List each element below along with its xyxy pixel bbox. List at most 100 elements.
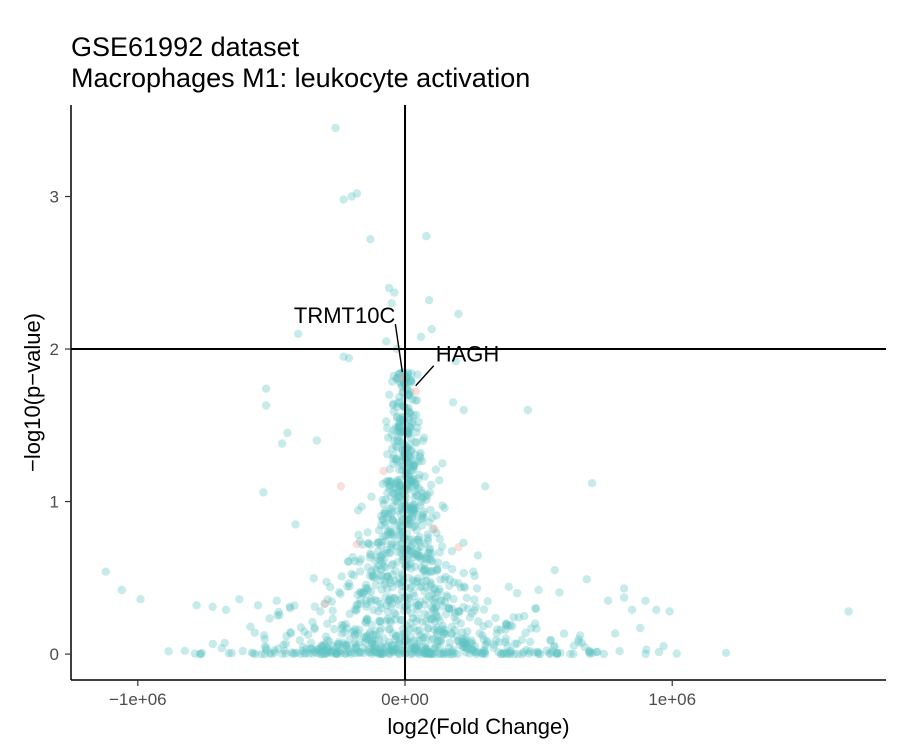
data-point xyxy=(569,649,578,658)
data-point xyxy=(454,543,463,552)
data-point xyxy=(611,629,620,638)
data-point xyxy=(354,649,363,658)
data-point xyxy=(375,648,385,658)
data-point xyxy=(509,613,518,622)
data-point xyxy=(387,444,397,453)
data-point xyxy=(497,649,506,659)
data-point xyxy=(405,460,415,470)
data-point xyxy=(373,539,383,548)
data-point xyxy=(419,648,429,657)
data-point xyxy=(479,605,489,614)
data-point xyxy=(391,484,400,493)
data-point xyxy=(448,649,457,659)
data-point xyxy=(416,501,425,510)
data-point xyxy=(372,565,381,575)
data-point xyxy=(432,528,441,538)
x-tick-label: 0e+00 xyxy=(381,690,429,709)
data-point xyxy=(397,368,406,378)
data-point xyxy=(534,649,543,659)
data-point xyxy=(502,619,511,628)
data-point xyxy=(593,647,602,657)
data-point xyxy=(377,521,386,530)
data-point xyxy=(574,637,583,647)
data-point xyxy=(479,635,488,644)
data-point xyxy=(454,607,463,616)
data-point xyxy=(387,641,397,651)
data-point xyxy=(377,585,386,594)
data-point xyxy=(322,648,332,657)
data-point xyxy=(392,457,402,467)
data-point xyxy=(381,549,390,558)
data-point xyxy=(414,601,423,610)
data-point xyxy=(459,602,468,612)
data-point xyxy=(404,459,413,469)
data-point xyxy=(376,624,386,633)
data-point xyxy=(380,506,390,516)
data-point xyxy=(413,614,423,623)
data-point xyxy=(522,645,531,655)
data-point xyxy=(406,476,415,485)
data-point xyxy=(384,509,393,519)
data-point xyxy=(290,648,299,658)
data-point xyxy=(411,387,420,396)
y-tick-label: 2 xyxy=(50,340,59,359)
data-point xyxy=(559,629,569,638)
data-point xyxy=(431,604,440,613)
data-point xyxy=(262,643,271,652)
data-point xyxy=(383,488,392,497)
data-point xyxy=(312,436,321,445)
data-point xyxy=(363,635,372,645)
data-point xyxy=(385,595,394,604)
data-point xyxy=(502,620,511,629)
data-point xyxy=(413,552,423,562)
data-point xyxy=(445,581,454,591)
data-point xyxy=(274,607,283,617)
data-point xyxy=(447,647,457,656)
data-point xyxy=(377,603,386,613)
data-point xyxy=(458,637,467,646)
data-point xyxy=(524,649,534,658)
data-point xyxy=(434,626,443,635)
data-point xyxy=(319,649,329,659)
data-point xyxy=(362,595,371,605)
data-point xyxy=(408,614,417,623)
data-point xyxy=(394,369,404,379)
data-point xyxy=(364,539,373,548)
data-point xyxy=(566,649,575,659)
data-point xyxy=(447,546,457,556)
data-point xyxy=(408,500,418,509)
data-point xyxy=(396,481,405,490)
data-point xyxy=(454,607,463,616)
data-point xyxy=(489,640,499,649)
data-point xyxy=(552,649,562,659)
data-point xyxy=(388,540,397,549)
data-point xyxy=(333,640,343,649)
data-point xyxy=(422,583,431,592)
data-point xyxy=(404,427,413,436)
data-point xyxy=(390,576,400,586)
data-point xyxy=(432,642,441,651)
data-point xyxy=(430,598,439,607)
data-point xyxy=(452,616,461,625)
data-point xyxy=(249,649,258,658)
data-point xyxy=(392,413,402,422)
data-point xyxy=(375,649,384,659)
data-point xyxy=(353,600,362,609)
data-point xyxy=(469,647,478,657)
data-point xyxy=(556,648,565,658)
data-point xyxy=(391,610,400,619)
data-point xyxy=(412,410,421,419)
data-point xyxy=(253,601,263,610)
data-point xyxy=(378,532,388,541)
data-point xyxy=(388,570,397,579)
data-point xyxy=(395,482,405,491)
data-point xyxy=(410,493,419,502)
data-point xyxy=(396,481,405,490)
data-point xyxy=(385,477,394,486)
data-point xyxy=(285,604,295,613)
data-point xyxy=(323,645,332,655)
data-point xyxy=(392,455,401,464)
data-point xyxy=(417,456,427,466)
data-point xyxy=(367,597,376,606)
